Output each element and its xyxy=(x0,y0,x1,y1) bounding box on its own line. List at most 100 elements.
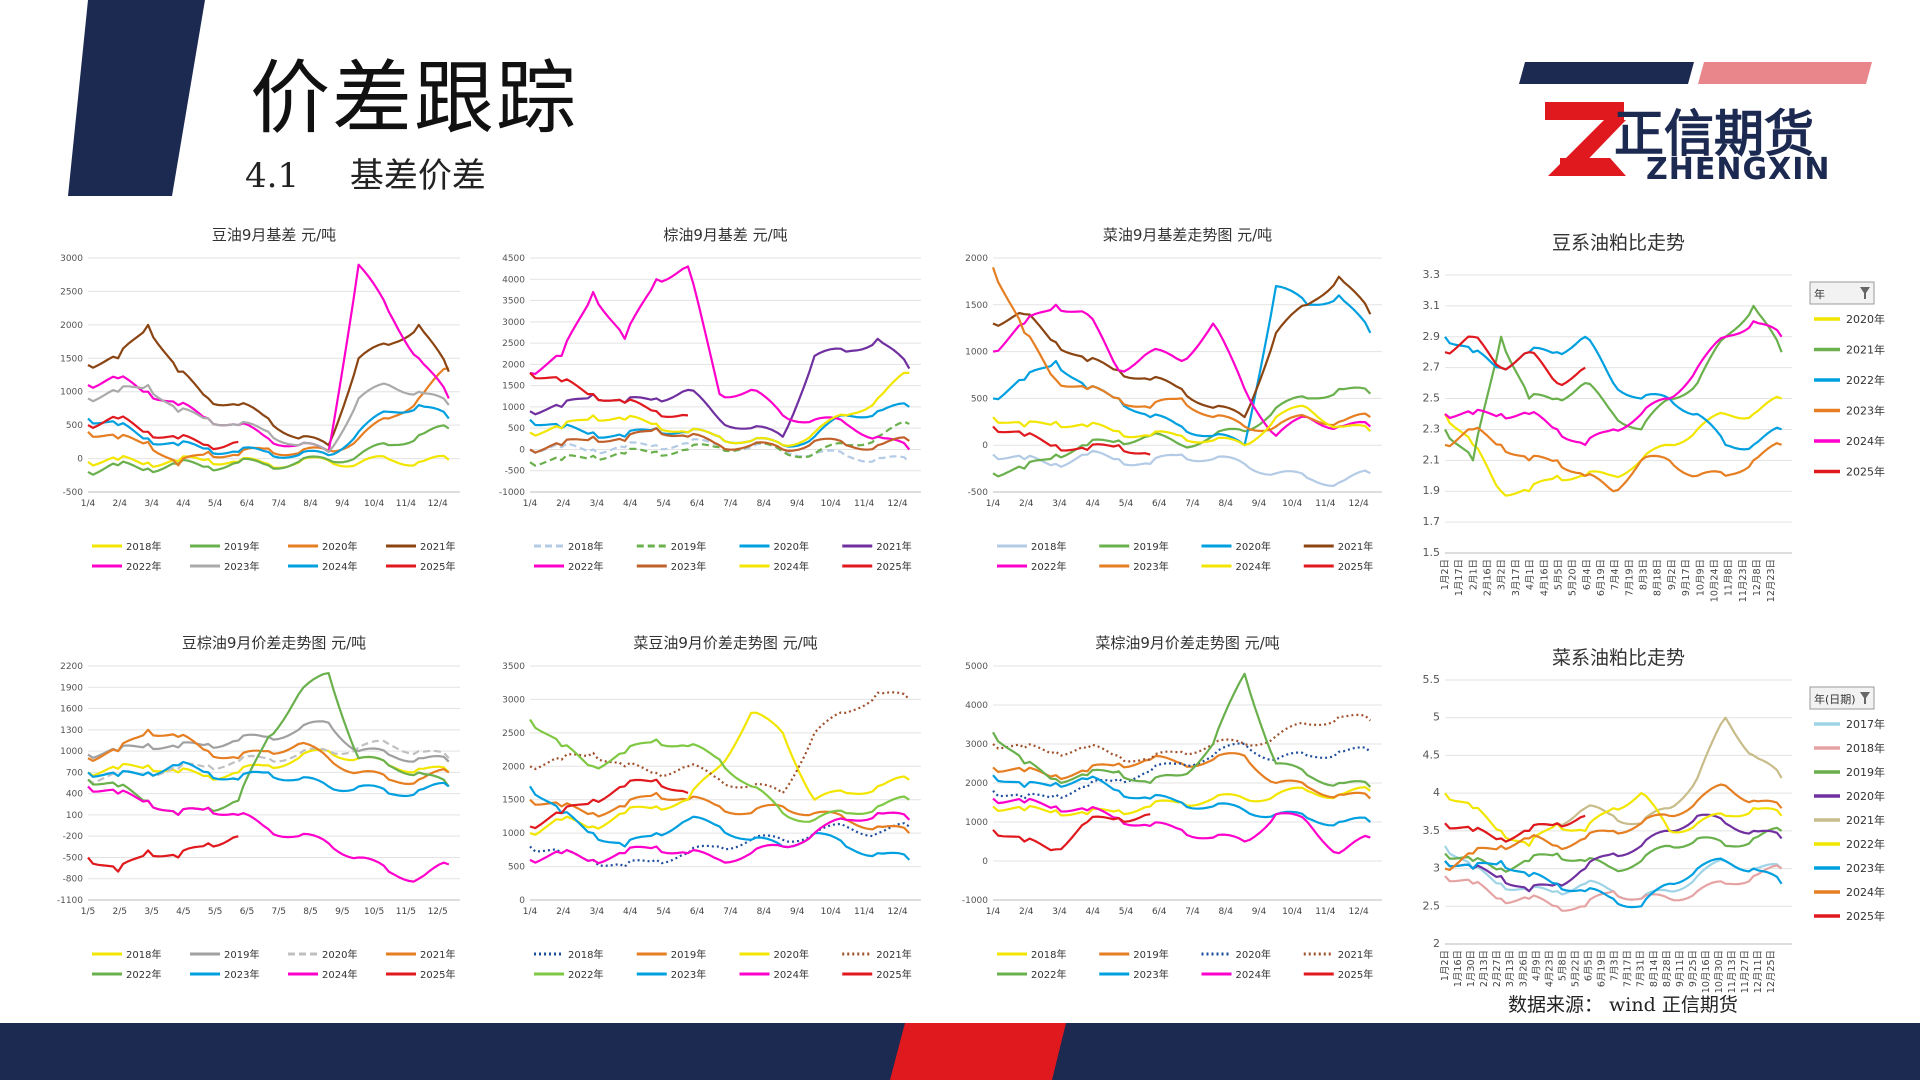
x-tick-label: 10/4 xyxy=(1282,907,1302,917)
x-tick-label: 1月16日 xyxy=(1453,950,1464,987)
x-tick-label: 3月13日 xyxy=(1505,950,1516,987)
x-tick-label: 10/4 xyxy=(821,907,841,917)
legend-label: 2020年 xyxy=(774,540,809,553)
x-tick-label: 5/4 xyxy=(1119,499,1134,509)
legend-filter-button[interactable] xyxy=(1809,281,1875,305)
legend-label: 2018年 xyxy=(1846,741,1885,755)
legend-label: 2023年 xyxy=(1846,404,1885,418)
series-line xyxy=(1444,335,1586,387)
series-line xyxy=(87,835,239,873)
x-tick-label: 4/4 xyxy=(1085,907,1100,917)
x-tick-label: 7月31日 xyxy=(1636,950,1647,987)
series-line xyxy=(991,267,1371,433)
series-line xyxy=(529,372,689,418)
x-tick-label: 3/4 xyxy=(590,499,605,509)
chart-rapeseed-oil-meal-ratio: 菜系油粕比走势 2 2.5 3 3.5 4 4.5 5 5.5 1月2日 1月16日 1月30日 2月1… xyxy=(1423,647,1886,993)
x-tick-label: 11月27日 xyxy=(1740,950,1751,993)
series-line xyxy=(529,811,911,865)
x-tick-label: 1月30日 xyxy=(1466,950,1477,987)
x-tick-label: 2/4 xyxy=(556,907,571,917)
x-tick-label: 4月16日 xyxy=(1539,559,1550,596)
x-tick-label: 6月4日 xyxy=(1582,559,1593,590)
y-tick-label: 1.5 xyxy=(1423,546,1441,559)
x-tick-label: 10/5 xyxy=(364,907,384,917)
x-tick-label: 9/5 xyxy=(335,907,349,917)
legend-label: 2021年 xyxy=(876,540,911,553)
x-tick-label: 3/4 xyxy=(1052,499,1067,509)
y-tick-label: 2000 xyxy=(965,254,988,264)
x-tick-label: 10月30日 xyxy=(1714,950,1725,993)
legend-label: 2021年 xyxy=(420,540,455,553)
section-title: 基差价差 xyxy=(349,156,486,196)
chart-rapeseed-oil-basis: 菜油9月基差走势图 元/吨 -500 0 500 1000 1500 2000 1/4 2/4 3… xyxy=(965,226,1382,573)
legend-filter-button[interactable] xyxy=(1809,686,1875,710)
x-tick-label: 2/4 xyxy=(1019,499,1034,509)
series-line xyxy=(529,691,911,795)
y-tick-label: 0 xyxy=(519,445,525,455)
legend-label: 2017年 xyxy=(1846,717,1885,731)
chart-title: 菜豆油9月价差走势图 元/吨 xyxy=(633,634,817,652)
x-tick-label: 6/4 xyxy=(1152,499,1167,509)
logo-z-mark xyxy=(1545,102,1626,176)
y-tick-label: 3.3 xyxy=(1423,268,1441,281)
series-line xyxy=(992,752,1372,800)
x-tick-label: 4月23日 xyxy=(1544,950,1555,987)
y-tick-label: 100 xyxy=(66,811,83,821)
x-tick-label: 1/4 xyxy=(986,907,1001,917)
x-tick-label: 6/4 xyxy=(240,499,255,509)
series-line xyxy=(87,263,450,453)
y-tick-label: 2000 xyxy=(502,762,525,772)
y-tick-label: 4000 xyxy=(502,275,525,285)
legend-label: 2021年 xyxy=(1846,343,1885,357)
series-line xyxy=(1444,395,1782,497)
x-tick-label: 2月1日 xyxy=(1468,559,1479,590)
x-tick-label: 1/4 xyxy=(986,499,1001,509)
x-tick-label: 2月16日 xyxy=(1483,559,1494,596)
x-tick-label: 4/4 xyxy=(176,499,191,509)
series-line xyxy=(1444,716,1783,843)
y-tick-label: 5.5 xyxy=(1423,673,1441,686)
series-line xyxy=(529,265,911,451)
x-tick-label: 8/4 xyxy=(303,499,318,509)
y-tick-label: 2.7 xyxy=(1423,361,1441,374)
chart-title: 豆系油粕比走势 xyxy=(1552,232,1685,254)
x-tick-label: 1月2日 xyxy=(1440,950,1451,981)
series-line xyxy=(529,438,911,464)
x-tick-label: 5月22日 xyxy=(1570,950,1581,987)
legend-label: 2021年 xyxy=(1338,540,1373,553)
x-tick-label: 4/5 xyxy=(176,907,190,917)
y-tick-label: 2.1 xyxy=(1423,453,1441,466)
y-tick-label: 3000 xyxy=(60,254,83,264)
y-tick-label: 3500 xyxy=(502,662,525,672)
data-source: 数据来源： wind 正信期货 xyxy=(1508,994,1738,1016)
series-line xyxy=(1444,814,1586,843)
y-tick-label: 1000 xyxy=(502,403,525,413)
series-line xyxy=(1444,335,1782,451)
y-tick-label: 3.5 xyxy=(1423,824,1441,837)
series-line xyxy=(87,785,450,883)
x-tick-label: 11/4 xyxy=(396,499,416,509)
x-tick-label: 6月5日 xyxy=(1584,950,1595,981)
series-line xyxy=(1444,320,1783,446)
legend-label: 2022年 xyxy=(568,560,603,573)
chart-soy-palm-spread: 豆棕油9月价差走势图 元/吨 -1100 -800 -500 -200 100 400 700… xyxy=(57,634,460,981)
x-tick-label: 7/4 xyxy=(723,907,738,917)
series-line xyxy=(529,427,910,454)
legend-label: 2025年 xyxy=(1338,968,1373,981)
x-tick-label: 3月26日 xyxy=(1518,950,1529,987)
series-line xyxy=(87,454,450,469)
x-tick-label: 5月20日 xyxy=(1568,559,1579,596)
x-tick-label: 3月17日 xyxy=(1511,559,1522,596)
x-tick-label: 9/4 xyxy=(335,499,350,509)
y-tick-label: 2500 xyxy=(60,287,83,297)
y-tick-label: -200 xyxy=(63,832,84,842)
logo-sub: ZHENGXIN xyxy=(1646,152,1831,187)
series-line xyxy=(87,728,450,786)
x-tick-label: 3/4 xyxy=(1052,907,1067,917)
legend-label: 2022年 xyxy=(126,560,161,573)
legend-label: 2022年 xyxy=(126,968,161,981)
series-line xyxy=(87,720,450,763)
y-tick-label: 3 xyxy=(1433,862,1440,875)
series-line xyxy=(529,711,910,836)
x-tick-label: 2/4 xyxy=(1019,907,1034,917)
